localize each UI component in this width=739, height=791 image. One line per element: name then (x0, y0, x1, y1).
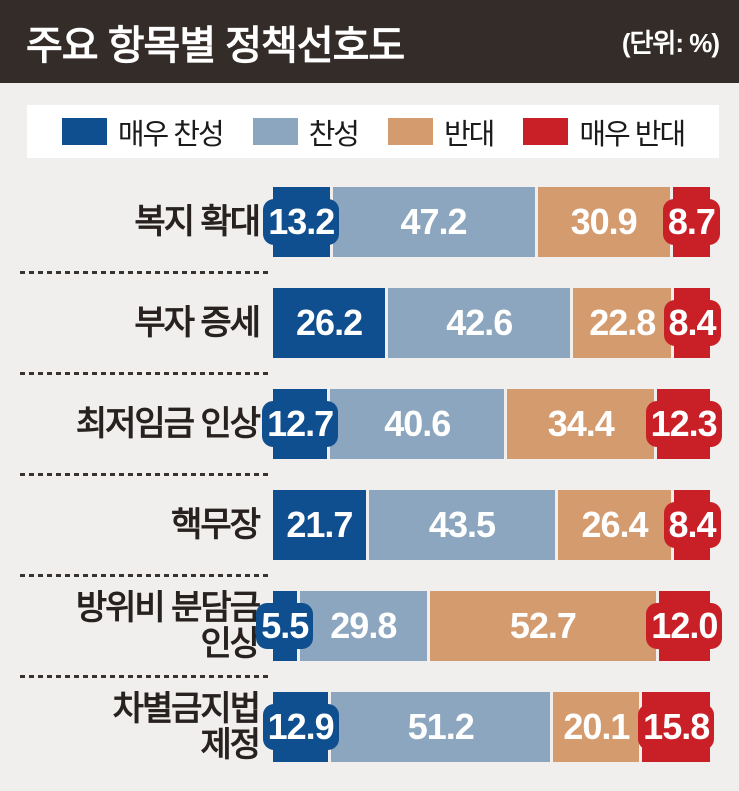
stacked-bar: 12.7 40.6 34.4 12.3 (262, 389, 722, 459)
category-label: 핵무장 (171, 505, 261, 544)
segment-value: 8.7 (662, 199, 720, 245)
segment-value: 21.7 (281, 502, 358, 548)
stacked-bar: 5.5 29.8 52.7 12.0 (256, 591, 723, 661)
bar-segment: 12.9 (262, 692, 339, 762)
legend-item: 매우 찬성 (61, 111, 225, 153)
category-row: 차별금지법 제정 12.9 51.2 20.1 15.8 (20, 689, 739, 764)
stacked-bar: 13.2 47.2 30.9 8.7 (263, 187, 720, 257)
bar-segment: 26.4 (558, 490, 672, 560)
category-label: 복지 확대 (134, 202, 261, 241)
segment-value: 40.6 (379, 401, 456, 447)
segment-value: 20.1 (558, 704, 635, 750)
bar-segment: 12.7 (262, 389, 339, 459)
segment-value: 12.3 (645, 401, 722, 447)
segment-value: 13.2 (263, 199, 340, 245)
legend-item: 반대 (388, 111, 495, 153)
bar-segment: 26.2 (273, 288, 386, 358)
page-title: 주요 항목별 정책선호도 (26, 23, 405, 68)
category-row: 방위비 분담금 인상 5.5 29.8 52.7 12.0 (20, 588, 739, 678)
unit-label: (단위: %) (621, 28, 720, 58)
bar-segment: 13.2 (263, 187, 340, 257)
segment-value: 26.4 (576, 502, 653, 548)
category-row: 핵무장 21.7 43.5 26.4 8.4 (20, 490, 739, 577)
category-label: 최저임금 인상 (75, 404, 261, 443)
legend-swatch-icon (388, 118, 433, 145)
legend-label: 매우 반대 (579, 118, 686, 151)
bar-segment: 34.4 (507, 389, 655, 459)
legend-item: 찬성 (252, 111, 360, 153)
segment-value: 5.5 (256, 603, 314, 649)
legend-label: 찬성 (308, 118, 360, 151)
category-label: 부자 증세 (134, 303, 261, 342)
segment-value: 15.8 (638, 704, 715, 750)
bar-segment: 47.2 (332, 187, 535, 257)
category-label: 차별금지법 제정 (112, 689, 261, 764)
legend: 매우 찬성 찬성 반대 매우 반대 (27, 105, 719, 158)
segment-value: 8.4 (663, 300, 721, 346)
segment-value: 12.9 (262, 704, 339, 750)
bar-segment: 30.9 (537, 187, 670, 257)
legend-swatch-icon (523, 118, 569, 145)
bar-segment: 8.4 (663, 490, 721, 560)
stacked-bar: 21.7 43.5 26.4 8.4 (273, 490, 721, 560)
legend-swatch-icon (252, 118, 298, 145)
stacked-bar: 12.9 51.2 20.1 15.8 (262, 692, 715, 762)
bar-segment: 43.5 (368, 490, 556, 560)
bar-segment: 42.6 (388, 288, 571, 358)
bar-segment: 12.3 (645, 389, 722, 459)
segment-value: 26.2 (291, 300, 368, 346)
segment-value: 42.6 (441, 300, 518, 346)
bar-segment: 29.8 (299, 591, 428, 661)
legend-item: 매우 반대 (523, 111, 686, 153)
segment-value: 47.2 (395, 199, 472, 245)
segment-value: 22.8 (584, 300, 661, 346)
category-label: 방위비 분담금 인상 (75, 588, 261, 663)
bar-segment: 8.4 (663, 288, 721, 358)
bar-segment: 22.8 (573, 288, 672, 358)
category-row: 부자 증세 26.2 42.6 22.8 8.4 (20, 288, 739, 375)
segment-value: 8.4 (663, 502, 721, 548)
bar-segment: 8.7 (662, 187, 720, 257)
legend-label: 반대 (444, 118, 495, 151)
segment-value: 12.0 (646, 603, 723, 649)
bar-segment: 21.7 (273, 490, 366, 560)
segment-value: 51.2 (402, 704, 479, 750)
bar-segment: 12.0 (646, 591, 723, 661)
bar-segment: 5.5 (256, 591, 314, 661)
category-row: 최저임금 인상 12.7 40.6 34.4 12.3 (20, 389, 739, 476)
bar-segment: 51.2 (331, 692, 551, 762)
stacked-bar: 26.2 42.6 22.8 8.4 (273, 288, 721, 358)
segment-value: 12.7 (262, 401, 339, 447)
legend-label: 매우 찬성 (117, 118, 225, 151)
bar-segment: 15.8 (638, 692, 715, 762)
segment-value: 29.8 (325, 603, 402, 649)
bar-segment: 40.6 (330, 389, 505, 459)
stacked-bar-chart: 복지 확대 13.2 47.2 30.9 8.7 부자 증세 26.2 42.6 22.8 8.4… (0, 187, 739, 764)
category-row: 복지 확대 13.2 47.2 30.9 8.7 (20, 187, 739, 274)
header-bar: 주요 항목별 정책선호도 (단위: %) (0, 0, 739, 83)
bar-segment: 20.1 (553, 692, 640, 762)
segment-value: 34.4 (542, 401, 619, 447)
legend-swatch-icon (61, 118, 107, 145)
segment-value: 43.5 (423, 502, 500, 548)
segment-value: 30.9 (565, 199, 642, 245)
segment-value: 52.7 (504, 603, 581, 649)
bar-segment: 52.7 (430, 591, 656, 661)
